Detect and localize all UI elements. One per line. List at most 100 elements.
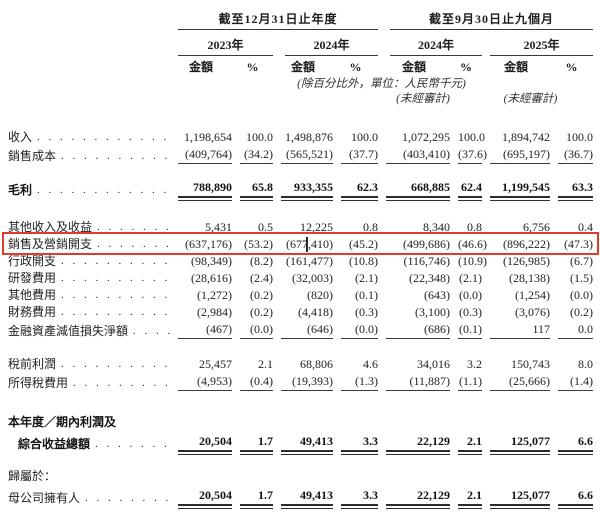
- table-row: 銷售及營銷開支. . . . . . . . . . . . . . . . .…: [0, 232, 599, 255]
- amount-cell: (677,410): [286, 237, 333, 251]
- pct-cell: (0.0): [459, 288, 482, 302]
- period-group-header-row: 截至12月31日止年度 截至9月30日止九個月: [0, 6, 593, 30]
- amount-cell: (565,521): [281, 147, 333, 164]
- dot-leader: . . . . . . . . . . . . . . . . . . . . …: [85, 492, 170, 504]
- amount-cell: 1,198,654: [184, 130, 232, 144]
- amount-cell: (1,272): [197, 288, 232, 302]
- table-row: 本年度／期內利潤及: [0, 413, 593, 430]
- table-row: 金融資產減值損失淨額. . . . . . . . . . . . . . . …: [0, 320, 593, 339]
- pct-cell: (10.8): [349, 254, 378, 268]
- pct-cell: 2.1: [458, 434, 482, 455]
- period-group-annual: 截至12月31日止年度: [178, 10, 378, 30]
- amount-cell: 1,199,545: [490, 180, 550, 201]
- amount-cell: (643): [424, 288, 450, 302]
- table-row: 銷售成本. . . . . . . . . . . . . . . . . . …: [0, 145, 593, 164]
- pct-cell: 100.0: [566, 130, 593, 144]
- pct-cell: (0.1): [458, 322, 482, 339]
- pct-cell: 63.3: [558, 180, 593, 201]
- dot-leader: . . . . . . . . . . . . . . . . . . . . …: [37, 131, 170, 143]
- amount-cell: (820): [307, 288, 333, 302]
- amount-header: 金額: [188, 60, 213, 74]
- amount-cell: (409,764): [178, 147, 232, 164]
- amount-cell: 668,885: [386, 180, 450, 201]
- row-label: 本年度／期內利潤及: [8, 415, 117, 429]
- pct-cell: 62.3: [341, 180, 378, 201]
- amount-cell: (3,100): [415, 305, 450, 319]
- row-label: 綜合收益總額. . . . . . . . . . . . . . . . . …: [18, 437, 170, 451]
- pct-cell: 1.7: [240, 488, 273, 509]
- pct-cell: (1.3): [341, 374, 378, 391]
- pct-cell: (0.2): [250, 305, 273, 319]
- row-label: 歸屬於：: [8, 469, 57, 483]
- unaudited-note: (未經審計): [396, 93, 450, 105]
- amount-cell: (19,393): [281, 374, 333, 391]
- dot-leader: . . . . . . . . . . . . . . . . . . . . …: [97, 221, 170, 233]
- pct-cell: (1.4): [558, 374, 593, 391]
- pct-cell: (53.2): [244, 237, 273, 251]
- amount-cell: 1,894,742: [502, 130, 550, 144]
- amount-cell: (637,176): [185, 237, 232, 251]
- amount-cell: 12,225: [300, 220, 333, 234]
- dot-leader: . . . . . . . . . . . . . . . . . . . . …: [95, 438, 170, 450]
- pct-cell: (0.3): [355, 305, 378, 319]
- row-label: 稅前利潤. . . . . . . . . . . . . . . . . . …: [8, 357, 170, 371]
- amount-cell: (2,984): [197, 305, 232, 319]
- pct-cell: (0.3): [459, 305, 482, 319]
- amount-cell: (126,985): [503, 254, 550, 268]
- unit-note-row: (除百分比外，單位：人民幣千元): [0, 75, 593, 90]
- pct-cell: 0.8: [467, 220, 482, 234]
- pct-cell: (2.1): [355, 271, 378, 285]
- amount-cell: 22,129: [386, 434, 450, 455]
- text-cursor: [306, 237, 308, 252]
- amount-cell: (161,477): [286, 254, 333, 268]
- amount-cell: 1,498,876: [285, 130, 333, 144]
- pct-cell: (0.2): [570, 305, 593, 319]
- pct-cell: (37.7): [341, 147, 378, 164]
- year-2024-annual: 2024年: [285, 36, 378, 56]
- amount-cell: 34,016: [417, 357, 450, 371]
- pct-cell: 0.0: [558, 322, 593, 339]
- amount-cell: (4,953): [178, 374, 232, 391]
- pct-cell: 6.6: [558, 488, 593, 509]
- pct-cell: 100.0: [458, 130, 485, 144]
- amount-cell: (98,349): [191, 254, 232, 268]
- pct-cell: (0.4): [240, 374, 273, 391]
- pct-cell: (10.9): [458, 254, 487, 268]
- row-label: 研發費用. . . . . . . . . . . . . . . . . . …: [8, 271, 170, 285]
- table-row: 稅前利潤. . . . . . . . . . . . . . . . . . …: [0, 355, 593, 372]
- amount-cell: (896,222): [503, 237, 550, 251]
- dot-leader: . . . . . . . . . . . . . . . . . . . . …: [73, 377, 170, 389]
- pct-cell: 6.6: [558, 434, 593, 455]
- dot-leader: . . . . . . . . . . . . . . . . . . . . …: [61, 272, 170, 284]
- dot-leader: . . . . . . . . . . . . . . . . . . . . …: [97, 238, 170, 250]
- pct-cell: 2.1: [258, 357, 273, 371]
- pct-cell: 100.0: [246, 130, 273, 144]
- table-row: 母公司擁有人. . . . . . . . . . . . . . . . . …: [0, 484, 593, 509]
- pct-cell: (0.2): [250, 288, 273, 302]
- pct-cell: 3.3: [341, 434, 378, 455]
- table-row: 財務費用. . . . . . . . . . . . . . . . . . …: [0, 303, 593, 320]
- dot-leader: . . . . . . . . . . . . . . . . . . . . …: [37, 184, 170, 196]
- pct-cell: (37.6): [458, 147, 487, 164]
- amount-header: 金額: [503, 60, 528, 74]
- amount-cell: (116,746): [403, 254, 450, 268]
- row-label: 收入. . . . . . . . . . . . . . . . . . . …: [8, 130, 170, 144]
- pct-cell: 8.0: [578, 357, 593, 371]
- amount-cell: (28,138): [509, 271, 550, 285]
- amount-cell: 125,077: [490, 434, 550, 455]
- pct-header: %: [460, 60, 472, 74]
- pct-cell: 100.0: [351, 130, 378, 144]
- dot-leader: . . . . . . . . . . . . . . . . . . . . …: [61, 150, 170, 162]
- pct-header: %: [246, 60, 259, 74]
- amount-header: 金額: [290, 60, 315, 74]
- pct-cell: 3.2: [467, 357, 482, 371]
- amount-cell: (686): [386, 322, 450, 339]
- amount-cell: 49,413: [281, 488, 333, 509]
- amount-cell: (28,616): [191, 271, 232, 285]
- amount-cell: 5,431: [205, 220, 232, 234]
- table-row: 毛利. . . . . . . . . . . . . . . . . . . …: [0, 176, 593, 201]
- amount-cell: (403,410): [386, 147, 450, 164]
- pct-cell: (8.2): [250, 254, 273, 268]
- pct-cell: 1.7: [240, 434, 273, 455]
